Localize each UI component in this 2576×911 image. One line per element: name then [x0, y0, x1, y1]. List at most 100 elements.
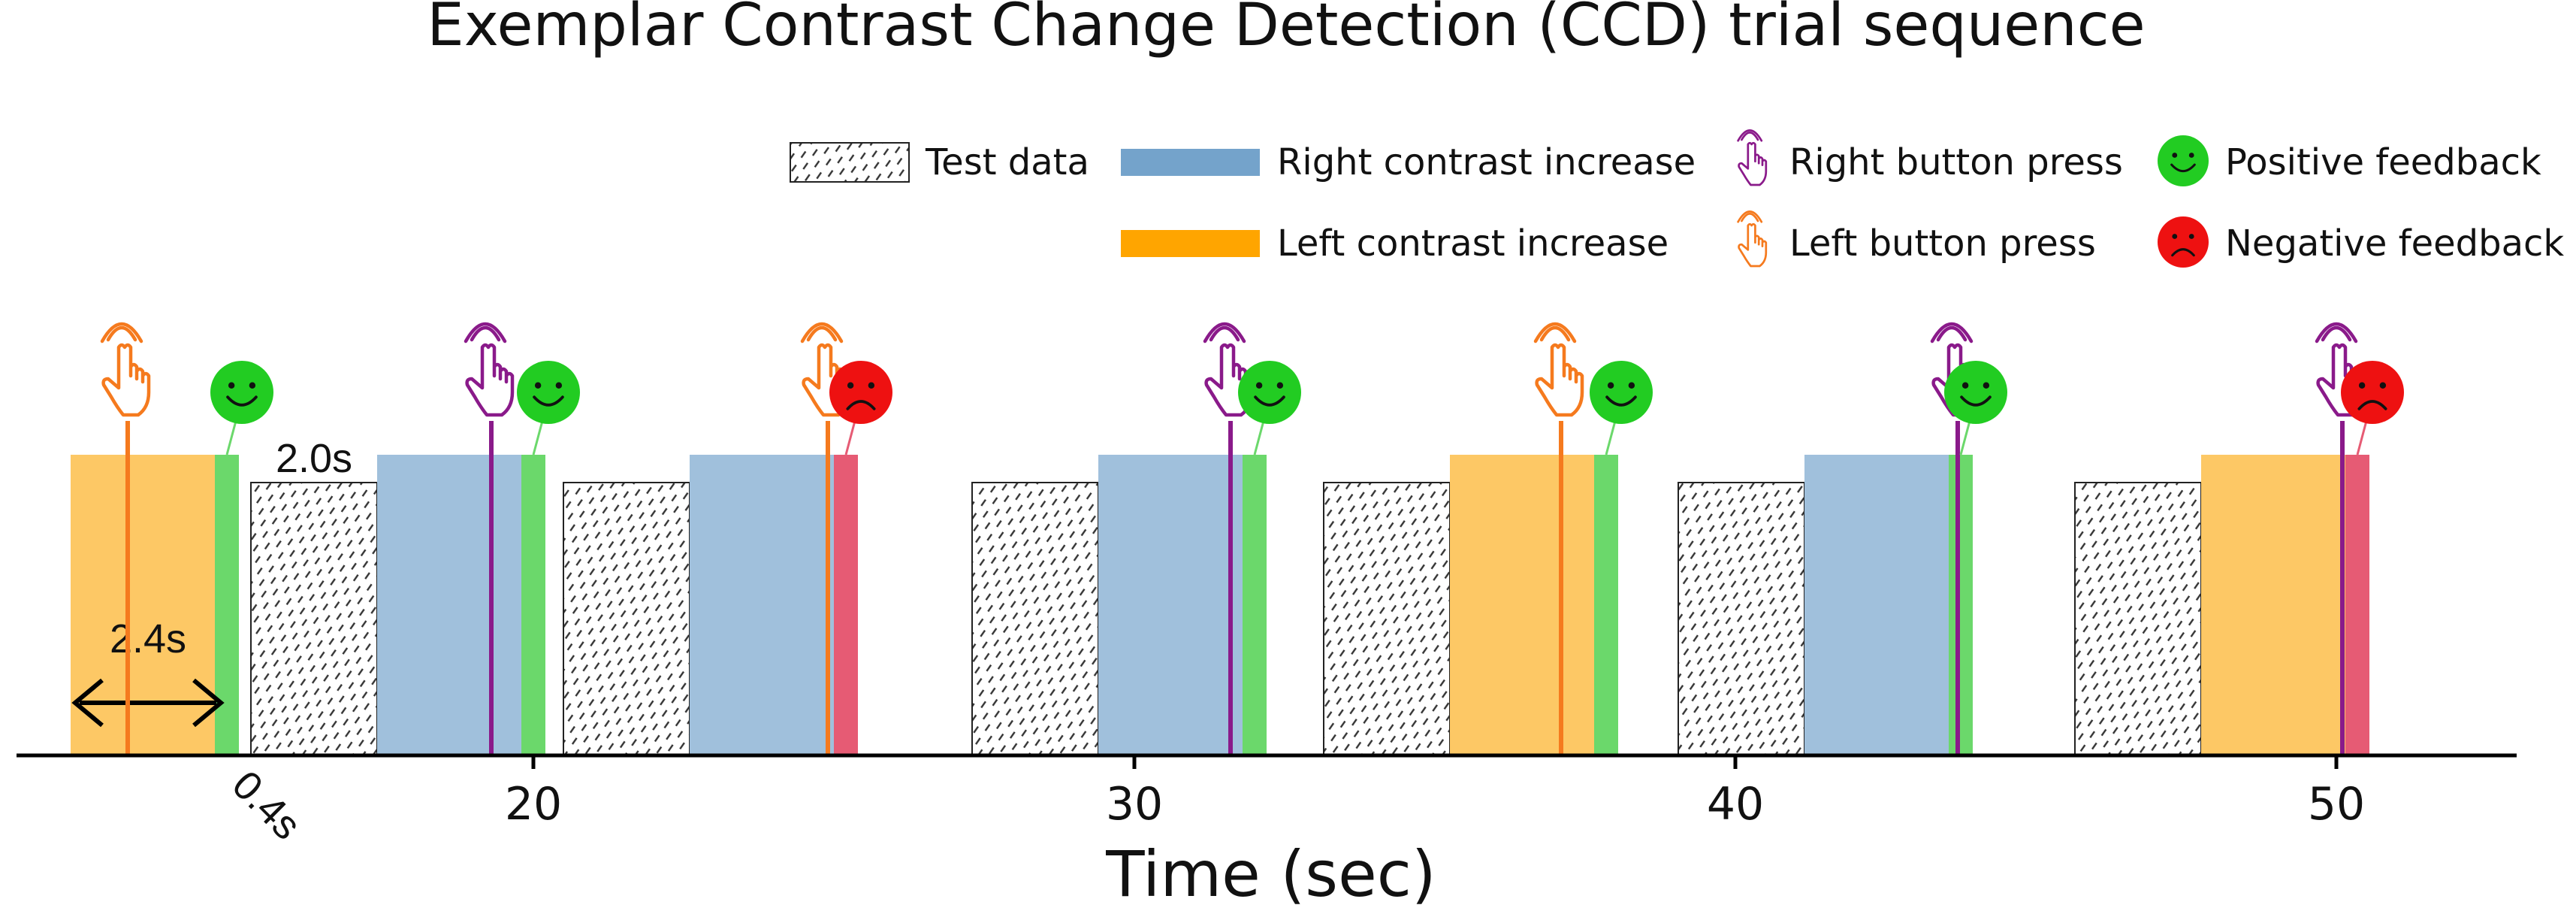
x-tick-label: 20 [505, 778, 562, 831]
test-data-bar [971, 482, 1099, 756]
face-eye [2358, 382, 2366, 389]
face-eye [847, 382, 854, 389]
face-eye [1607, 382, 1614, 389]
positive-face-circle [1238, 361, 1301, 424]
test-data-bar [250, 482, 378, 756]
face-eye [228, 382, 235, 389]
bars-layer [71, 455, 2369, 756]
face-eye [1255, 382, 1263, 389]
face-eye [2172, 153, 2178, 158]
face-eye [2188, 234, 2194, 239]
face-eye [868, 382, 875, 389]
negative-face-circle [829, 361, 892, 424]
right-contrast-bar [1804, 455, 1949, 755]
face-mouth [2171, 248, 2195, 257]
feedback-duration-label: 0.4s [224, 762, 310, 849]
right-contrast-bar [690, 455, 834, 755]
chart-title: Exemplar Contrast Change Detection (CCD)… [427, 0, 2145, 59]
face-eye [1276, 382, 1284, 389]
face-mouth [226, 395, 258, 407]
positive-feedback-bar [521, 455, 545, 755]
x-tick-label: 30 [1106, 778, 1163, 831]
right-contrast-bar [1098, 455, 1243, 755]
feedback-connector [532, 420, 544, 456]
markers-layer [102, 324, 2404, 755]
negative-feedback-icon [829, 361, 892, 424]
right-contrast-bar [377, 455, 521, 755]
feedback-connector [1959, 420, 1971, 456]
legend: Test data Right contrast increase Right bu… [790, 129, 2564, 268]
legend-label-negative: Negative feedback [2225, 222, 2564, 265]
legend-positive-icon [2158, 135, 2209, 186]
left-contrast-bar [2201, 455, 2345, 755]
test-duration-label: 2.0s [276, 436, 352, 481]
face-eye [1961, 382, 1969, 389]
left-button-press-icon [102, 324, 149, 415]
positive-face-circle [2158, 135, 2209, 186]
negative-face-circle [2158, 216, 2209, 268]
x-tick-label: 50 [2308, 778, 2365, 831]
feedback-connector [1605, 420, 1617, 456]
legend-label-test: Test data [925, 141, 1089, 183]
left-button-press-icon [1536, 324, 1582, 415]
test-data-bar [563, 482, 690, 756]
legend-label-right_press: Right button press [1789, 141, 2123, 183]
right-button-press-icon [466, 324, 512, 415]
test-data-bar [1678, 482, 1805, 756]
legend-left-press-icon [1737, 210, 1768, 268]
test-data-bar [2074, 482, 2202, 756]
left-contrast-bar [1450, 455, 1594, 755]
face-mouth [1254, 395, 1285, 407]
legend-swatch-test [790, 142, 910, 183]
feedback-connector [844, 420, 856, 456]
face-mouth [2357, 400, 2387, 410]
face-eye [555, 382, 563, 389]
face-eye [2188, 153, 2194, 158]
positive-face-circle [1590, 361, 1653, 424]
feedback-connector [225, 420, 237, 456]
hand-icon-shape [1536, 324, 1582, 415]
positive-feedback-bar [1949, 455, 1973, 755]
left-contrast-bar [71, 455, 215, 755]
positive-feedback-icon [1238, 361, 1301, 424]
positive-feedback-icon [1944, 361, 2007, 424]
test-data-bar [1323, 482, 1451, 756]
hand-icon-shape [466, 324, 512, 415]
trial-duration-label: 2.4s [110, 616, 186, 661]
legend-label-left_press: Left button press [1789, 222, 2096, 265]
face-mouth [533, 395, 564, 407]
positive-feedback-bar [1243, 455, 1267, 755]
x-axis-title: Time (sec) [1105, 837, 1436, 911]
face-eye [2379, 382, 2387, 389]
feedback-connector [1253, 420, 1265, 456]
positive-feedback-bar [1594, 455, 1618, 755]
negative-feedback-bar [2345, 455, 2369, 755]
face-mouth [1605, 395, 1637, 407]
duration-arrow-left-head [71, 678, 104, 728]
hand-icon-shape [1737, 129, 1768, 186]
x-axis-ticks: 20 30 40 50 [505, 755, 2365, 831]
face-eye [2172, 234, 2178, 239]
face-mouth [2170, 163, 2196, 173]
face-eye [1628, 382, 1635, 389]
positive-face-circle [517, 361, 580, 424]
x-tick-label: 40 [1707, 778, 1764, 831]
face-mouth [846, 400, 876, 410]
positive-feedback-icon [517, 361, 580, 424]
negative-face-circle [2341, 361, 2404, 424]
negative-feedback-bar [834, 455, 858, 755]
positive-feedback-icon [1590, 361, 1653, 424]
legend-label-right: Right contrast increase [1277, 141, 1696, 183]
negative-feedback-icon [2341, 361, 2404, 424]
face-eye [1983, 382, 1990, 389]
hand-icon-shape [1737, 210, 1768, 268]
positive-face-circle [1944, 361, 2007, 424]
positive-feedback-bar [215, 455, 239, 755]
legend-right-press-icon [1737, 129, 1768, 186]
duration-arrow-right-head [192, 678, 225, 728]
face-eye [534, 382, 542, 389]
positive-feedback-icon [210, 361, 273, 424]
legend-label-left: Left contrast increase [1277, 222, 1669, 265]
hand-icon-shape [102, 324, 149, 415]
